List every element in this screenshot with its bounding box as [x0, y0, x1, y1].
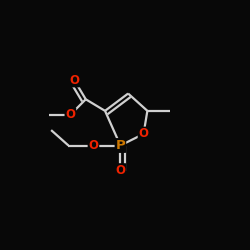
Text: O: O	[138, 128, 148, 140]
Text: O: O	[88, 139, 99, 152]
Text: P: P	[116, 139, 125, 152]
Text: O: O	[66, 108, 76, 121]
Text: O: O	[69, 74, 79, 86]
Text: O: O	[116, 164, 126, 177]
